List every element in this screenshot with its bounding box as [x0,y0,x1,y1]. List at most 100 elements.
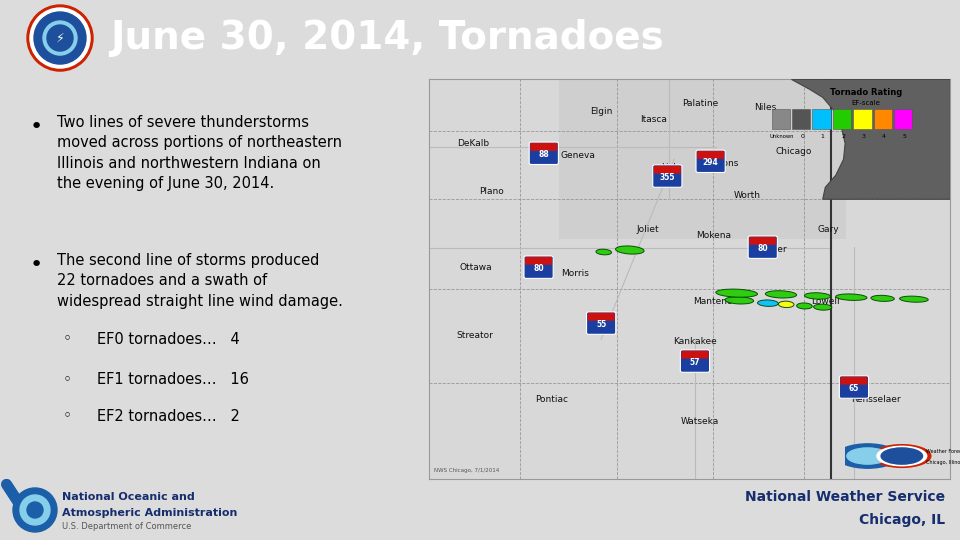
FancyBboxPatch shape [654,166,681,174]
Circle shape [43,21,77,55]
Text: Streator: Streator [457,330,493,340]
Text: •: • [30,255,43,275]
Text: Ottawa: Ottawa [460,262,492,272]
Text: Plano: Plano [479,187,504,196]
Text: 2: 2 [841,134,845,139]
Text: Pontiac: Pontiac [535,395,568,403]
Text: Manteno: Manteno [693,296,733,306]
Text: 294: 294 [703,158,718,167]
Ellipse shape [615,246,644,254]
Text: EF-scale: EF-scale [852,100,880,106]
Text: Watseka: Watseka [681,416,719,426]
Text: 55: 55 [596,320,607,329]
Circle shape [847,448,888,464]
Text: The second line of storms produced
22 tornadoes and a swath of
widespread straig: The second line of storms produced 22 to… [57,253,343,309]
Text: Dyer: Dyer [765,245,786,254]
Ellipse shape [836,294,867,300]
Ellipse shape [765,291,797,298]
Circle shape [20,495,50,525]
Text: Chicago: Chicago [776,147,812,156]
Text: 1: 1 [821,134,825,139]
Polygon shape [791,79,950,199]
Ellipse shape [871,295,895,301]
Text: National Weather Service: National Weather Service [745,490,945,504]
Text: Gary: Gary [817,225,839,234]
Text: 5: 5 [902,134,906,139]
Text: 80: 80 [757,244,768,253]
FancyBboxPatch shape [840,377,868,384]
FancyBboxPatch shape [681,350,709,372]
FancyBboxPatch shape [696,150,725,172]
Text: Chicago, IL: Chicago, IL [859,513,945,527]
Text: Lyons: Lyons [713,159,739,168]
Text: Kankakee: Kankakee [673,336,717,346]
FancyArrowPatch shape [7,484,18,503]
Text: 355: 355 [660,173,675,182]
Text: ◦: ◦ [62,409,72,423]
Circle shape [881,448,923,464]
Text: Chicago, Illinois: Chicago, Illinois [925,460,960,464]
Text: Joliet: Joliet [636,225,660,234]
FancyBboxPatch shape [697,151,724,159]
FancyBboxPatch shape [524,256,553,279]
Text: Two lines of severe thunderstorms
moved across portions of northeastern
Illinois: Two lines of severe thunderstorms moved … [57,115,342,191]
Text: NWS Chicago, 7/1/2014: NWS Chicago, 7/1/2014 [434,468,499,473]
Text: Weather Forecast Office: Weather Forecast Office [925,449,960,455]
FancyBboxPatch shape [839,376,869,399]
Ellipse shape [779,301,794,308]
Text: Niles: Niles [755,103,777,112]
Circle shape [30,8,90,68]
Circle shape [873,445,931,467]
Circle shape [27,5,93,71]
Text: 57: 57 [689,358,700,367]
FancyBboxPatch shape [587,312,615,334]
Circle shape [836,444,899,468]
Circle shape [47,25,73,51]
Text: Morris: Morris [562,269,589,278]
Ellipse shape [813,304,831,310]
Bar [792,109,810,129]
Text: Atmospheric Administration: Atmospheric Administration [62,508,237,518]
Text: Lowell: Lowell [811,296,840,306]
Text: EF0 tornadoes…   4: EF0 tornadoes… 4 [97,332,240,347]
Ellipse shape [797,303,812,309]
FancyBboxPatch shape [653,165,682,187]
Ellipse shape [757,300,779,306]
Text: 4: 4 [882,134,886,139]
Text: Tornado Rating: Tornado Rating [829,88,901,97]
Text: Rensselaer: Rensselaer [852,395,901,403]
Ellipse shape [716,289,757,297]
FancyBboxPatch shape [748,236,778,259]
Text: Geneva: Geneva [561,151,595,160]
Bar [853,109,872,129]
Bar [772,109,790,129]
Text: ◦: ◦ [62,372,72,387]
Circle shape [34,12,86,64]
Circle shape [27,502,43,518]
Text: Itasca: Itasca [639,115,666,124]
Text: 3: 3 [861,134,866,139]
FancyBboxPatch shape [530,143,558,151]
Bar [812,109,830,129]
FancyBboxPatch shape [749,237,777,245]
Ellipse shape [725,296,754,304]
Text: •: • [30,117,43,137]
Text: U.S. Department of Commerce: U.S. Department of Commerce [62,523,191,531]
Text: ⚡: ⚡ [56,31,64,44]
Text: DeKalb: DeKalb [457,139,490,148]
Circle shape [876,446,926,465]
Text: EF1 tornadoes…   16: EF1 tornadoes… 16 [97,372,250,387]
Text: 65: 65 [849,384,859,393]
Text: 80: 80 [533,264,544,273]
Text: Mokena: Mokena [696,231,731,240]
Text: 88: 88 [539,151,549,159]
FancyBboxPatch shape [588,313,614,321]
Ellipse shape [596,249,612,255]
Bar [560,79,846,239]
Bar [894,109,912,129]
Bar [874,109,892,129]
Text: Worth: Worth [733,191,760,200]
Text: Elgin: Elgin [590,107,612,116]
FancyBboxPatch shape [529,142,559,165]
Ellipse shape [900,296,928,302]
